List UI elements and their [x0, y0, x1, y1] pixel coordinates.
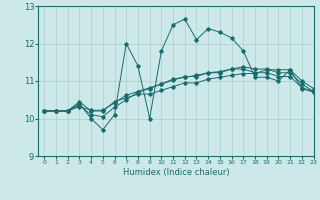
X-axis label: Humidex (Indice chaleur): Humidex (Indice chaleur): [123, 168, 229, 177]
